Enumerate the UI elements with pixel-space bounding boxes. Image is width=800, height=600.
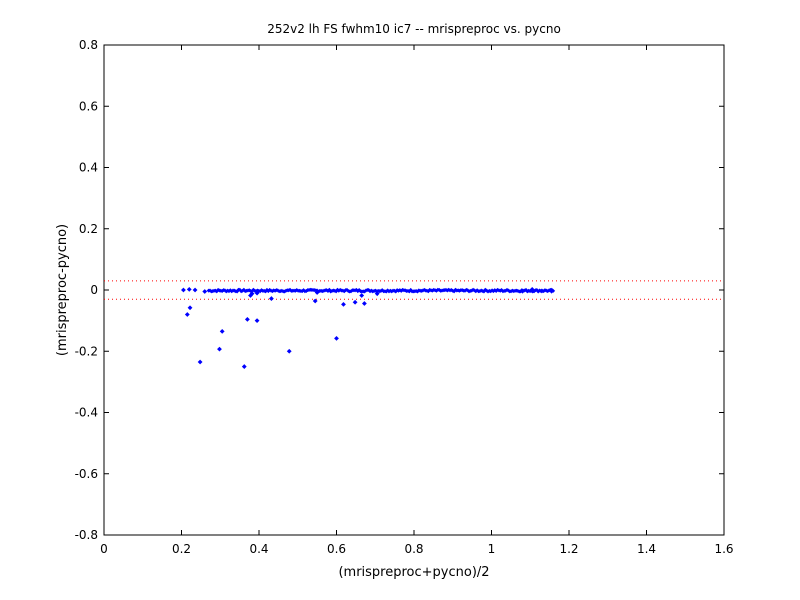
x-axis-label: (mrispreproc+pycno)/2: [338, 565, 489, 580]
x-tick-label: 0.2: [172, 542, 191, 556]
x-tick-label: 0.8: [404, 542, 423, 556]
x-tick-label: 0.6: [327, 542, 346, 556]
data-point: [539, 288, 545, 294]
data-point: [184, 312, 190, 317]
data-point: [286, 348, 292, 354]
data-point: [249, 291, 255, 297]
x-tick-label: 1.4: [637, 542, 656, 556]
data-point: [181, 287, 186, 293]
y-tick-label: 0.6: [79, 99, 98, 113]
y-tick-label: -0.2: [75, 344, 98, 358]
data-point: [549, 288, 554, 294]
chart-title: 252v2 lh FS fwhm10 ic7 -- mrispreproc vs…: [267, 22, 561, 36]
data-point: [359, 293, 365, 298]
data-point: [352, 299, 358, 305]
data-point: [202, 289, 208, 294]
data-point: [217, 346, 222, 352]
data-point: [314, 290, 320, 295]
x-tick-label: 1.2: [559, 542, 578, 556]
data-point: [254, 318, 260, 324]
y-tick-label: -0.4: [75, 406, 98, 420]
data-point: [186, 286, 192, 292]
y-axis-ticks: 0.8 0.6 0.4 0.2 0 -0.2 -0.4 -0.6 -0.8: [75, 38, 724, 542]
data-point: [334, 335, 339, 341]
x-tick-label: 1: [488, 542, 496, 556]
data-point: [254, 290, 260, 296]
data-point: [269, 296, 274, 301]
data-point: [341, 301, 346, 307]
data-point: [362, 301, 367, 306]
data-point: [529, 286, 535, 292]
y-tick-label: 0: [90, 283, 98, 297]
x-axis-ticks: 0 0.2 0.4 0.6 0.8 1 1.2 1.4 1.6: [100, 45, 734, 556]
data-point: [187, 305, 193, 311]
data-point: [241, 364, 247, 369]
x-tick-label: 0: [100, 542, 108, 556]
x-tick-label: 1.6: [714, 542, 733, 556]
data-points: [181, 286, 554, 369]
x-tick-label: 0.4: [249, 542, 268, 556]
y-axis-label: (mrispreproc-pycno): [55, 224, 70, 356]
data-point: [374, 291, 380, 297]
y-tick-label: 0.4: [79, 161, 98, 175]
data-point: [192, 287, 198, 293]
reference-lines: [104, 280, 724, 300]
data-point: [520, 288, 525, 294]
y-tick-label: 0.8: [79, 38, 98, 52]
data-point: [219, 328, 225, 334]
data-point: [244, 317, 250, 322]
data-point: [312, 298, 318, 304]
y-tick-label: -0.8: [75, 528, 98, 542]
y-tick-label: 0.2: [79, 222, 98, 236]
y-tick-label: -0.6: [75, 467, 98, 481]
data-point: [197, 359, 203, 365]
